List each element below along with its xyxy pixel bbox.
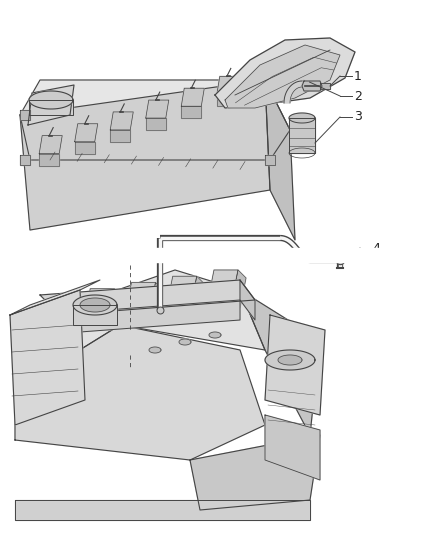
Polygon shape bbox=[208, 270, 238, 300]
Polygon shape bbox=[84, 289, 114, 319]
Polygon shape bbox=[28, 85, 74, 125]
Polygon shape bbox=[75, 142, 95, 154]
Polygon shape bbox=[179, 339, 191, 345]
Polygon shape bbox=[110, 112, 133, 130]
Polygon shape bbox=[108, 289, 122, 327]
Polygon shape bbox=[0, 248, 438, 262]
Polygon shape bbox=[43, 295, 73, 325]
Polygon shape bbox=[265, 350, 315, 370]
Polygon shape bbox=[39, 154, 59, 166]
Text: 3: 3 bbox=[354, 110, 362, 124]
Polygon shape bbox=[15, 270, 265, 390]
Polygon shape bbox=[240, 280, 255, 320]
Polygon shape bbox=[217, 76, 240, 94]
Polygon shape bbox=[265, 415, 320, 480]
Polygon shape bbox=[80, 298, 110, 312]
Polygon shape bbox=[320, 83, 330, 89]
Polygon shape bbox=[181, 88, 204, 106]
Polygon shape bbox=[29, 100, 73, 115]
Polygon shape bbox=[265, 155, 275, 165]
Polygon shape bbox=[126, 282, 155, 312]
Polygon shape bbox=[146, 100, 169, 118]
Polygon shape bbox=[260, 80, 270, 90]
Polygon shape bbox=[10, 290, 85, 425]
Polygon shape bbox=[302, 81, 322, 91]
Polygon shape bbox=[289, 118, 315, 153]
Polygon shape bbox=[20, 110, 30, 120]
Polygon shape bbox=[215, 38, 355, 108]
Polygon shape bbox=[167, 276, 197, 306]
Polygon shape bbox=[181, 106, 201, 118]
Polygon shape bbox=[40, 280, 255, 315]
Text: 4: 4 bbox=[372, 241, 380, 254]
Polygon shape bbox=[73, 295, 117, 315]
Text: 2: 2 bbox=[354, 90, 362, 102]
Polygon shape bbox=[75, 124, 98, 142]
Polygon shape bbox=[39, 135, 62, 154]
Polygon shape bbox=[110, 130, 130, 142]
Polygon shape bbox=[20, 80, 270, 230]
Polygon shape bbox=[265, 80, 295, 240]
Polygon shape bbox=[29, 91, 73, 109]
Polygon shape bbox=[225, 45, 340, 108]
Polygon shape bbox=[10, 280, 100, 315]
Polygon shape bbox=[209, 332, 221, 338]
Polygon shape bbox=[146, 118, 166, 130]
Polygon shape bbox=[67, 295, 81, 333]
Polygon shape bbox=[240, 290, 320, 435]
Polygon shape bbox=[302, 80, 311, 90]
Polygon shape bbox=[265, 315, 325, 415]
Polygon shape bbox=[15, 500, 310, 520]
Polygon shape bbox=[15, 325, 265, 460]
Text: 1: 1 bbox=[354, 69, 362, 83]
Polygon shape bbox=[289, 113, 315, 123]
Polygon shape bbox=[20, 80, 290, 160]
Polygon shape bbox=[191, 276, 205, 314]
Polygon shape bbox=[73, 305, 117, 325]
Polygon shape bbox=[284, 81, 307, 103]
Polygon shape bbox=[149, 347, 161, 353]
Polygon shape bbox=[149, 282, 163, 320]
Polygon shape bbox=[278, 355, 302, 365]
Polygon shape bbox=[40, 300, 240, 335]
Polygon shape bbox=[190, 435, 320, 510]
Polygon shape bbox=[232, 270, 246, 308]
Polygon shape bbox=[217, 94, 237, 107]
Polygon shape bbox=[20, 155, 30, 165]
